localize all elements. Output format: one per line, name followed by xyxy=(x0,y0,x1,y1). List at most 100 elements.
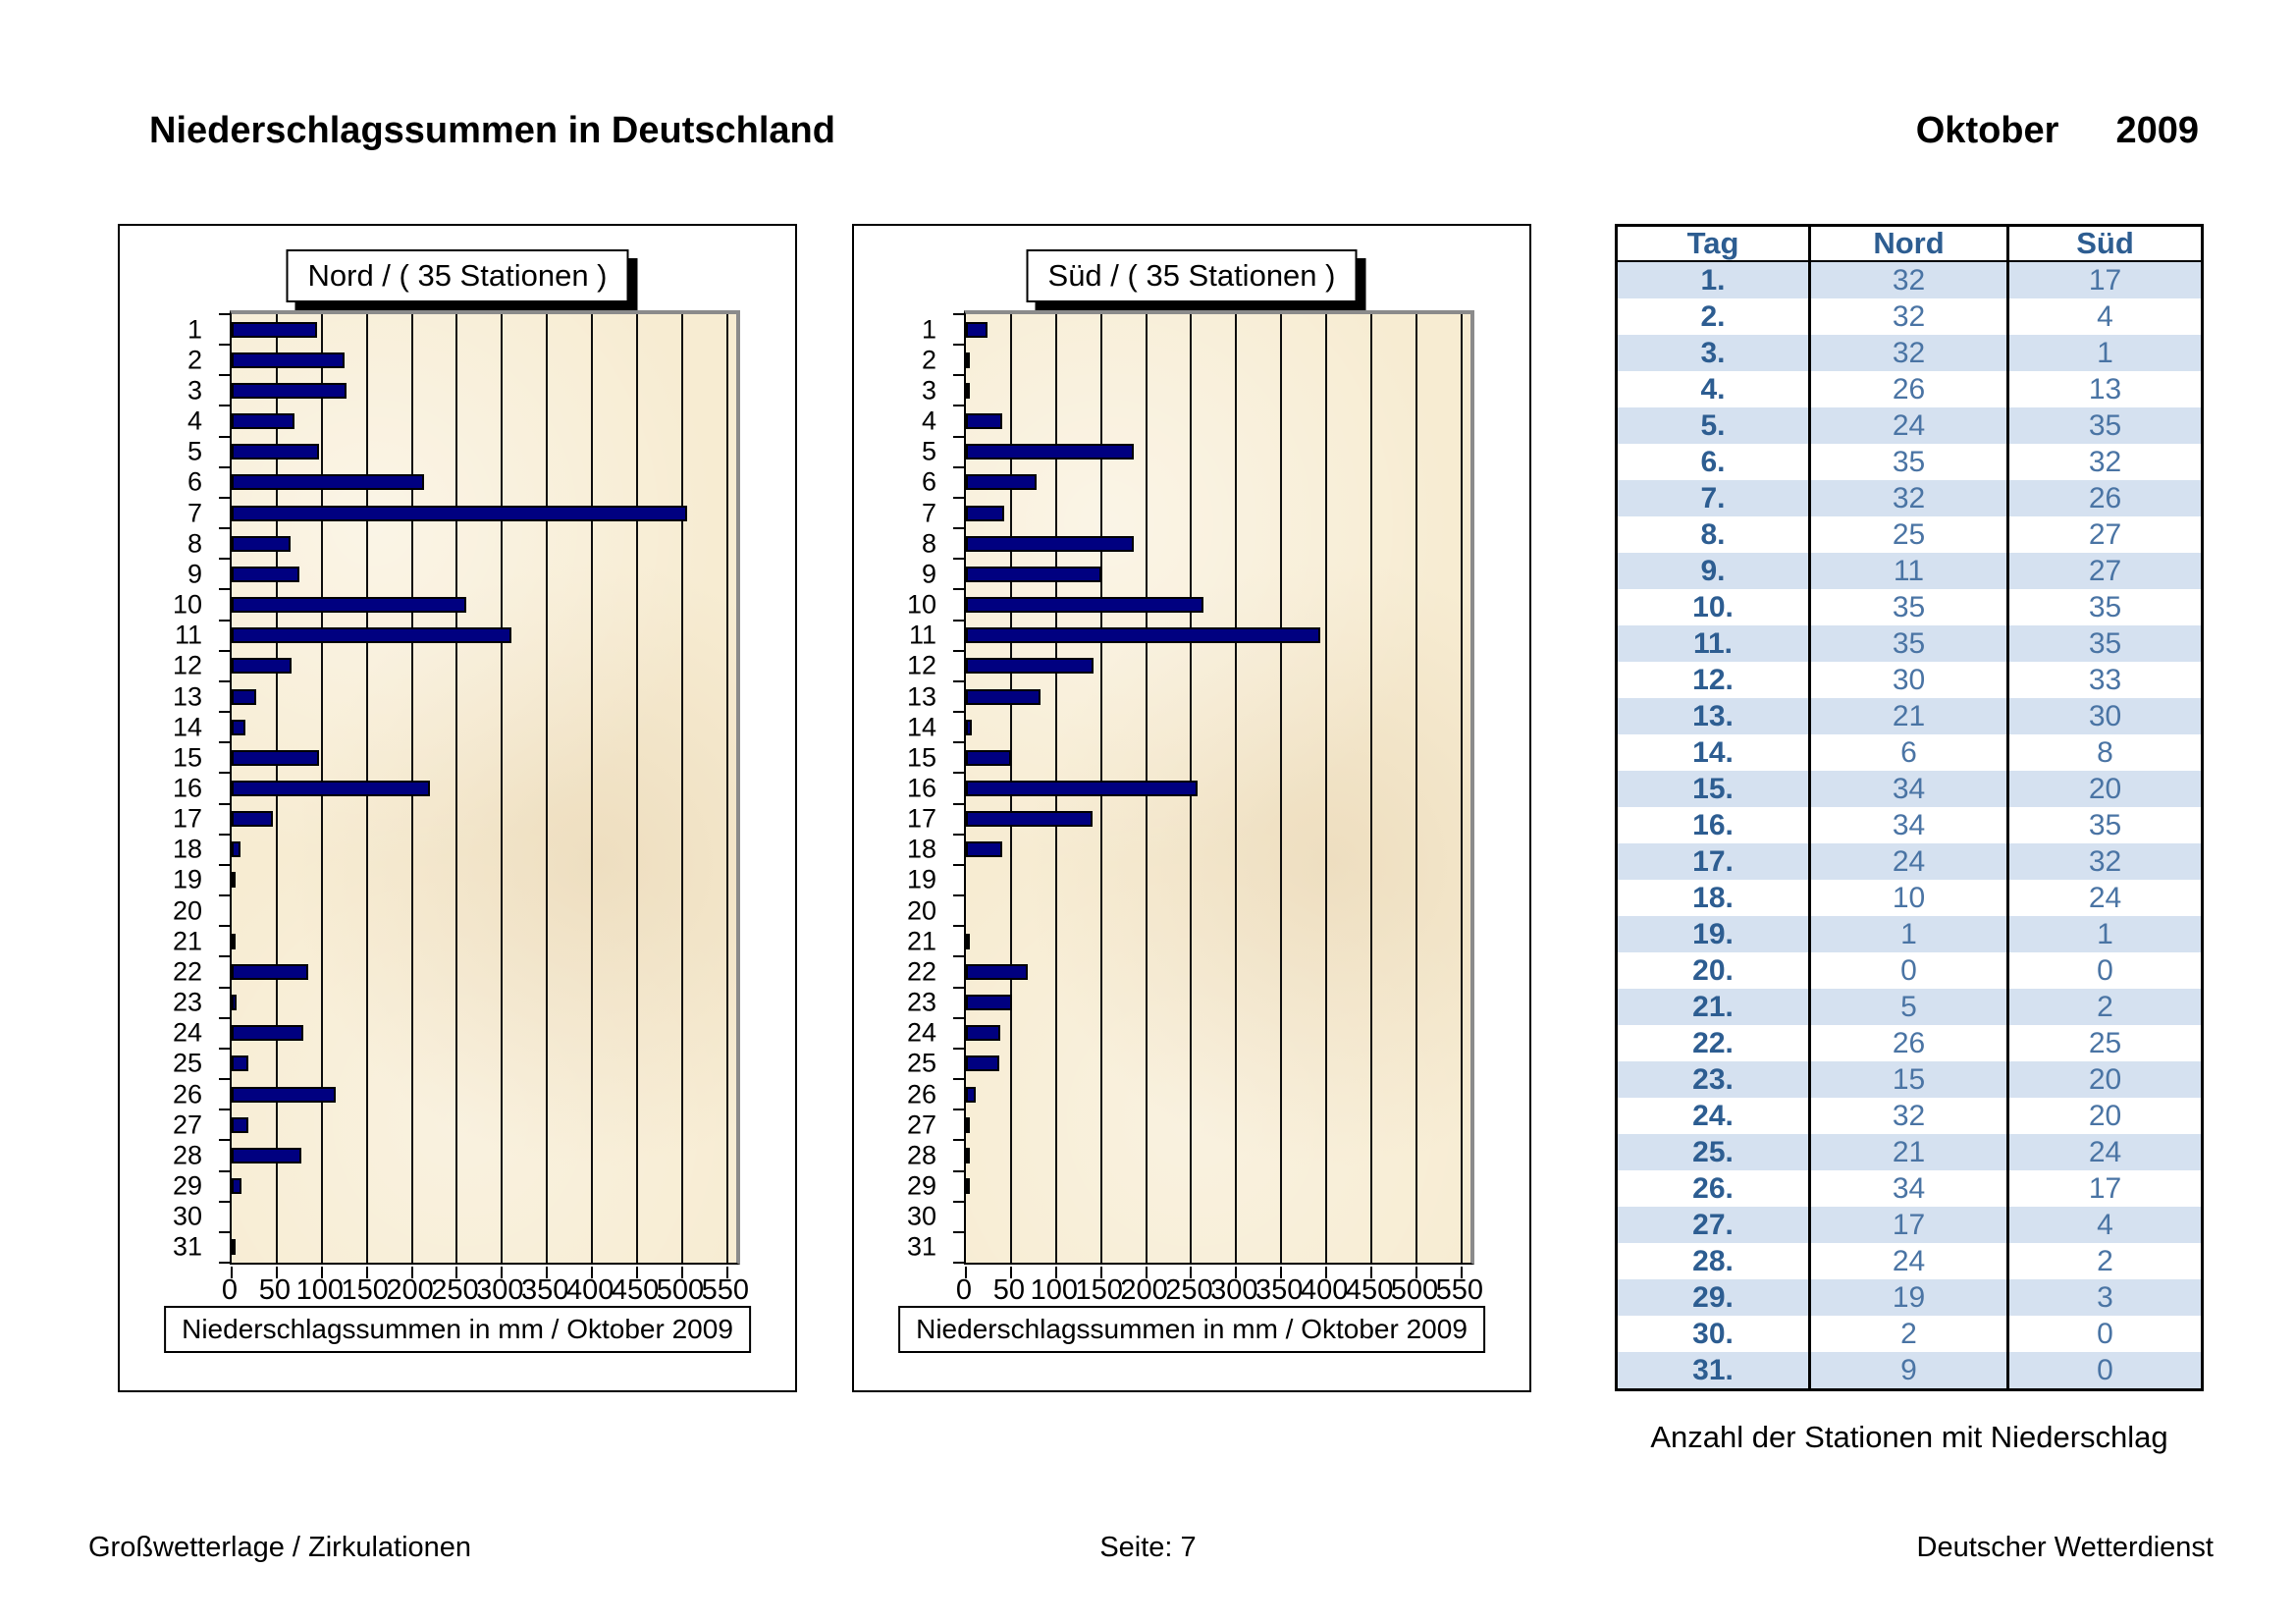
y-axis-label: 28 xyxy=(906,1140,936,1170)
table-row: 24. 32 20 xyxy=(1618,1098,2201,1134)
gridline xyxy=(455,314,458,1263)
table-cell-tag: 29. xyxy=(1618,1279,1811,1316)
bar-day-18 xyxy=(232,841,241,858)
table-cell-tag: 2. xyxy=(1618,298,1811,335)
table-cell-sued: 4 xyxy=(2097,300,2113,333)
table-cell-nord: 32 xyxy=(1811,262,2009,298)
bar-day-3 xyxy=(966,382,970,399)
table-cell-sued: 0 xyxy=(2097,954,2113,987)
bar-day-17 xyxy=(232,811,274,828)
bar-day-1 xyxy=(966,321,988,338)
y-axis-tick xyxy=(953,374,964,377)
y-axis-label: 20 xyxy=(172,895,202,926)
x-axis-label: 500 xyxy=(656,1274,705,1306)
bar-day-21 xyxy=(966,933,970,949)
y-axis-label: 16 xyxy=(906,773,936,803)
table-cell-tag: 10. xyxy=(1618,589,1811,625)
x-axis-label: 200 xyxy=(1120,1274,1168,1306)
bar-day-26 xyxy=(232,1086,336,1103)
table-cell-tag: 15. xyxy=(1618,771,1811,807)
y-axis-tick xyxy=(219,802,230,805)
table-header-nord: Nord xyxy=(1811,227,2009,262)
table-cell-sued: 24 xyxy=(2088,882,2122,914)
table-cell-nord: 11 xyxy=(1811,553,2009,589)
table-cell-nord: 24 xyxy=(1811,1243,2009,1279)
y-axis-tick xyxy=(219,344,230,347)
y-axis-tick xyxy=(219,863,230,866)
table-cell-sued: 33 xyxy=(2088,664,2122,696)
bar-day-29 xyxy=(232,1178,242,1195)
gridline xyxy=(1325,314,1328,1263)
table-cell-nord: 35 xyxy=(1811,444,2009,480)
footer-page-number: Seite: 7 xyxy=(1099,1532,1197,1563)
x-axis-label: 300 xyxy=(1210,1274,1258,1306)
y-axis-label: 6 xyxy=(187,466,202,497)
y-axis-tick xyxy=(953,894,964,897)
table-cell-sued: 27 xyxy=(2088,518,2122,551)
bar-day-16 xyxy=(966,781,1198,796)
gridline xyxy=(546,314,549,1263)
table-cell-tag: 22. xyxy=(1618,1025,1811,1061)
y-axis-label: 1 xyxy=(187,314,202,345)
y-axis-label: 30 xyxy=(172,1201,202,1231)
y-axis-tick xyxy=(219,435,230,438)
y-axis-label: 24 xyxy=(172,1017,202,1048)
x-axis-tick xyxy=(1009,1267,1012,1278)
y-axis-tick xyxy=(953,1078,964,1081)
table-cell-nord: 32 xyxy=(1811,335,2009,371)
table-cell-sued: 8 xyxy=(2097,736,2113,769)
table-row: 22. 26 25 xyxy=(1618,1025,2201,1061)
y-axis-tick xyxy=(219,711,230,714)
y-axis-label: 31 xyxy=(906,1231,936,1262)
table-row: 18. 10 24 xyxy=(1618,880,2201,916)
y-axis-label: 3 xyxy=(187,375,202,406)
y-axis-label: 19 xyxy=(172,864,202,894)
table-row: 1. 32 17 xyxy=(1618,262,2201,298)
table-cell-sued: 0 xyxy=(2097,1318,2113,1350)
bar-day-2 xyxy=(966,352,970,368)
y-axis-label: 18 xyxy=(172,834,202,864)
y-axis-tick xyxy=(219,619,230,622)
gridline xyxy=(1415,314,1417,1263)
y-axis-tick xyxy=(953,925,964,928)
y-axis-tick xyxy=(219,558,230,561)
bar-day-15 xyxy=(966,749,1011,766)
table-cell-sued: 35 xyxy=(2009,625,2201,662)
x-axis-tick xyxy=(1099,1267,1102,1278)
y-axis-tick xyxy=(219,313,230,315)
chart-sued: Süd / ( 35 Stationen ) 1 2 3 4 5 6 7 8 9 10 11 12 13… xyxy=(852,224,1531,1392)
y-axis-tick xyxy=(219,772,230,775)
x-axis-label: 500 xyxy=(1390,1274,1439,1306)
bar-day-28 xyxy=(232,1147,301,1163)
table-cell-nord: 35 xyxy=(1811,625,2009,662)
y-axis-label: 26 xyxy=(906,1079,936,1109)
table-cell-sued: 35 xyxy=(2088,591,2122,623)
gridline xyxy=(680,314,683,1263)
y-axis-tick xyxy=(953,527,964,530)
x-axis-tick xyxy=(231,1267,233,1278)
table-cell-nord: 6 xyxy=(1811,734,2009,771)
table-cell-nord: 35 xyxy=(1811,589,2009,625)
table-cell-sued: 2 xyxy=(2009,989,2201,1025)
bar-day-27 xyxy=(232,1116,248,1133)
table-cell-nord: 30 xyxy=(1811,662,2009,698)
table-cell-tag: 1. xyxy=(1618,262,1811,298)
y-axis-tick xyxy=(219,741,230,744)
plot-area xyxy=(953,310,1474,1278)
y-axis-tick xyxy=(219,1200,230,1203)
y-axis-label: 17 xyxy=(906,803,936,834)
y-axis-tick xyxy=(953,588,964,591)
y-axis-tick xyxy=(219,894,230,897)
y-axis-tick xyxy=(953,1047,964,1050)
y-axis-tick xyxy=(219,1230,230,1233)
x-axis-tick xyxy=(410,1267,413,1278)
table-cell-sued: 0 xyxy=(2009,1352,2201,1388)
table-cell-sued: 35 xyxy=(2009,407,2201,444)
x-axis-tick xyxy=(1190,1267,1193,1278)
table-cell-nord: 19 xyxy=(1811,1279,2009,1316)
x-axis-tick xyxy=(1415,1267,1417,1278)
table-cell-sued: 4 xyxy=(2009,1207,2201,1243)
x-axis-label: 200 xyxy=(386,1274,434,1306)
chart-sued-title: Süd / ( 35 Stationen ) xyxy=(1026,249,1358,302)
table-row: 5. 24 35 xyxy=(1618,407,2201,444)
